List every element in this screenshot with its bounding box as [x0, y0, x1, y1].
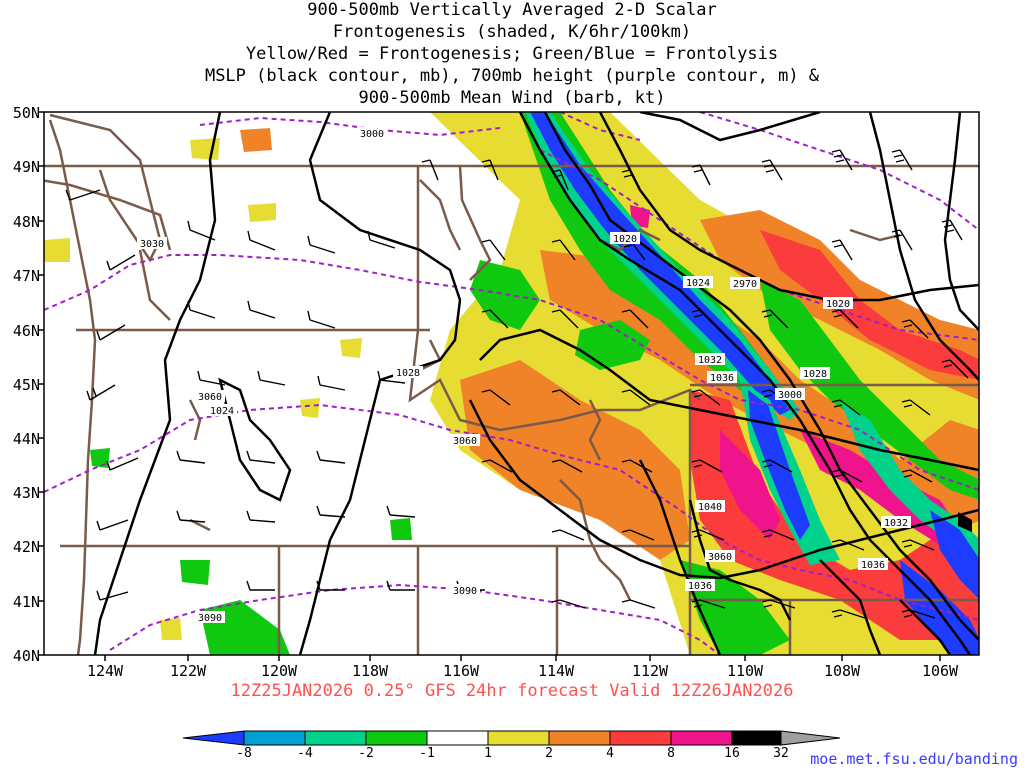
title-line-1: 900-500mb Vertically Averaged 2-D Scalar — [307, 0, 717, 20]
mslp-label: 1036 — [710, 373, 734, 384]
lat-label: 50N — [12, 104, 40, 122]
lat-label: 49N — [12, 158, 40, 176]
lat-label: 45N — [12, 376, 40, 394]
title-line-3: Yellow/Red = Frontogenesis; Green/Blue =… — [245, 44, 779, 64]
hgt-label: 2970 — [733, 279, 757, 290]
colorbar-tick: -1 — [419, 746, 435, 761]
lon-label: 112W — [631, 662, 669, 680]
colorbar-tick: -8 — [236, 746, 252, 761]
lat-label: 46N — [12, 322, 40, 340]
colorbar-tick: -4 — [297, 746, 313, 761]
lon-label: 118W — [351, 662, 389, 680]
hgt-label: 3090 — [453, 586, 477, 597]
lat-label: 47N — [12, 267, 40, 285]
frontogenesis-shading — [44, 112, 979, 655]
lon-label: 122W — [169, 662, 207, 680]
colorbar-tick: -2 — [358, 746, 374, 761]
lon-label: 108W — [823, 662, 861, 680]
lon-label: 114W — [537, 662, 575, 680]
hgt-label: 3060 — [453, 436, 477, 447]
valid-time-label: 12Z25JAN2026 0.25° GFS 24hr forecast Val… — [230, 681, 794, 701]
mslp-label: 1040 — [698, 502, 722, 513]
mslp-label: 1028 — [803, 369, 827, 380]
contour-labels: 1020 1024 1028 1032 1036 1040 1020 1028 … — [137, 127, 911, 624]
colorbar-tick: 2 — [545, 746, 553, 761]
colorbar-tick: 16 — [724, 746, 740, 761]
mslp-label: 1032 — [698, 355, 722, 366]
title-line-2: Frontogenesis (shaded, K/6hr/100km) — [332, 22, 692, 42]
credit-link[interactable]: moe.met.fsu.edu/banding — [810, 750, 1018, 768]
lon-label: 106W — [921, 662, 959, 680]
mslp-label: 1036 — [688, 581, 712, 592]
hgt-label: 3000 — [778, 390, 802, 401]
colorbar-tick: 8 — [667, 746, 675, 761]
mslp-label: 1028 — [396, 368, 420, 379]
lat-label: 41N — [12, 593, 40, 611]
colorbar-tick: 1 — [484, 746, 492, 761]
mslp-label: 1024 — [686, 278, 710, 289]
lon-label: 124W — [86, 662, 124, 680]
mslp-label: 1032 — [884, 518, 908, 529]
lat-label: 48N — [12, 213, 40, 231]
lon-label: 120W — [260, 662, 298, 680]
mslp-label: 1036 — [861, 560, 885, 571]
title-line-4: MSLP (black contour, mb), 700mb height (… — [204, 66, 820, 86]
lat-label: 40N — [12, 647, 40, 665]
mslp-label: 1024 — [210, 406, 234, 417]
hgt-label: 3030 — [140, 239, 164, 250]
lat-label: 42N — [12, 538, 40, 556]
lon-label: 116W — [442, 662, 480, 680]
wind-barbs — [65, 149, 969, 619]
mslp-label: 1020 — [826, 299, 850, 310]
colorbar-tick: 4 — [606, 746, 614, 761]
axis-ticks — [38, 111, 941, 661]
lon-label: 110W — [726, 662, 764, 680]
colorbar — [182, 730, 841, 746]
mslp-label: 1020 — [613, 234, 637, 245]
colorbar-tick: 32 — [773, 746, 789, 761]
hgt-label: 3060 — [198, 392, 222, 403]
hgt-label: 3000 — [360, 129, 384, 140]
title-line-5: 900-500mb Mean Wind (barb, kt) — [358, 88, 666, 108]
lat-label: 43N — [12, 484, 40, 502]
lat-label: 44N — [12, 430, 40, 448]
hgt-label: 3060 — [708, 552, 732, 563]
hgt-label: 3090 — [198, 613, 222, 624]
